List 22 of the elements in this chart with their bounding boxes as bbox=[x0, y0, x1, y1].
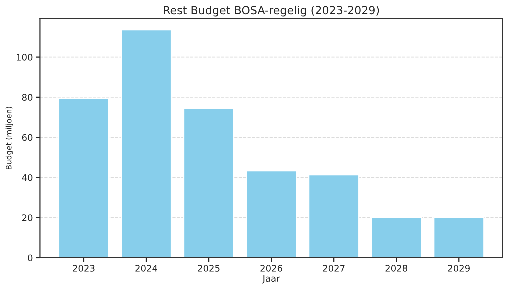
x-axis-title: Jaar bbox=[262, 275, 280, 284]
chart-title: Rest Budget BOSA-regelig (2023-2029) bbox=[164, 6, 380, 17]
bar bbox=[246, 170, 298, 258]
x-tick-label: 2024 bbox=[136, 265, 158, 272]
x-tick-label: 2029 bbox=[448, 265, 470, 272]
bar bbox=[58, 98, 110, 258]
x-tick-label: 2026 bbox=[260, 265, 282, 272]
y-tick-label: 20 bbox=[22, 214, 33, 222]
y-tick-label: 100 bbox=[17, 54, 33, 61]
x-tick-label: 2023 bbox=[73, 265, 95, 272]
bar bbox=[434, 217, 485, 258]
x-tick-label: 2028 bbox=[386, 265, 408, 272]
y-tick-label: 0 bbox=[28, 254, 33, 262]
x-tick-label: 2025 bbox=[198, 265, 220, 272]
y-tick-label: 80 bbox=[22, 94, 33, 102]
bar bbox=[308, 174, 360, 258]
bar bbox=[120, 29, 172, 258]
bar bbox=[371, 217, 422, 258]
y-tick-label: 60 bbox=[22, 134, 33, 142]
y-tick-label: 40 bbox=[22, 174, 33, 182]
bar bbox=[183, 108, 235, 258]
x-tick-label: 2027 bbox=[323, 265, 345, 272]
